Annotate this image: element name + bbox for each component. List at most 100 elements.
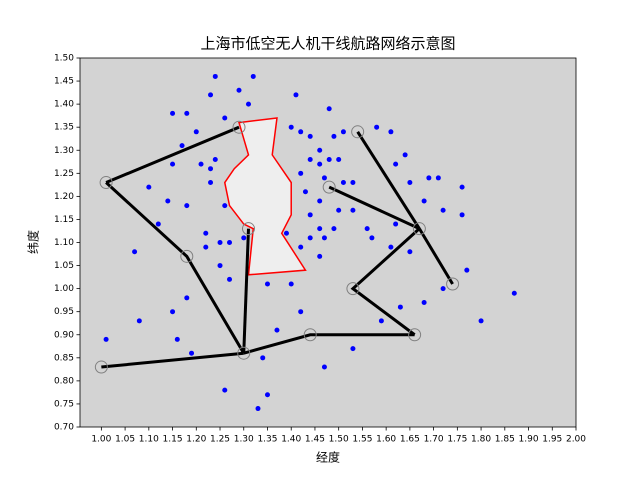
y-tick-label: 1.35: [54, 123, 74, 133]
no-fly-zone: [223, 117, 307, 276]
route-line: [105, 181, 246, 354]
scatter-point: [250, 73, 256, 79]
scatter-point: [103, 336, 109, 342]
y-tick-label: 1.00: [54, 284, 74, 294]
route-node: [99, 176, 113, 190]
route-node: [322, 180, 336, 194]
scatter-point: [222, 387, 228, 393]
scatter-point: [378, 318, 384, 324]
scatter-point: [208, 180, 214, 186]
scatter-point: [393, 161, 399, 167]
scatter-point: [193, 129, 199, 135]
y-tick-label: 1.20: [54, 192, 74, 202]
scatter-point: [293, 92, 299, 98]
scatter-point: [288, 281, 294, 287]
route-node: [408, 328, 422, 342]
route-line: [105, 125, 240, 184]
scatter-point: [321, 364, 327, 370]
scatter-point: [374, 124, 380, 130]
x-tick-label: 1.70: [424, 435, 444, 445]
scatter-point: [440, 207, 446, 213]
scatter-point: [212, 156, 218, 162]
y-tick-label: 1.30: [54, 146, 74, 156]
scatter-point: [336, 156, 342, 162]
y-tick-label: 1.50: [54, 54, 74, 64]
x-tick-label: 1.35: [257, 435, 277, 445]
scatter-point: [307, 235, 313, 241]
route-line: [328, 185, 420, 231]
scatter-point: [222, 115, 228, 121]
scatter-point: [388, 129, 394, 135]
scatter-point: [321, 235, 327, 241]
scatter-point: [198, 161, 204, 167]
scatter-point: [227, 240, 233, 245]
scatter-point: [317, 147, 323, 153]
scatter-point: [340, 180, 346, 186]
scatter-point: [464, 267, 470, 273]
x-tick-label: 1.15: [163, 435, 183, 445]
route-line: [242, 228, 250, 354]
x-tick-label: 1.50: [329, 435, 349, 445]
plot-area: [79, 57, 577, 428]
scatter-point: [511, 290, 517, 296]
scatter-point: [274, 327, 280, 333]
scatter-point: [236, 87, 242, 93]
scatter-point: [307, 133, 313, 139]
scatter-point: [350, 207, 356, 213]
scatter-point: [203, 230, 209, 236]
scatter-point: [317, 253, 323, 259]
scatter-point: [288, 124, 294, 130]
y-tick-label: 0.90: [54, 330, 74, 340]
scatter-point: [264, 281, 270, 287]
scatter-point: [326, 106, 332, 112]
scatter-point: [298, 129, 304, 135]
route-node: [241, 222, 255, 236]
x-tick-label: 1.20: [186, 435, 206, 445]
scatter-point: [212, 73, 218, 79]
scatter-point: [331, 226, 337, 232]
y-axis-label: 纬度: [26, 230, 41, 254]
x-tick-label: 1.65: [400, 435, 420, 445]
y-tick-label: 1.05: [54, 261, 74, 271]
x-tick-label: 1.10: [139, 435, 159, 445]
scatter-point: [307, 156, 313, 162]
x-tick-label: 1.25: [210, 435, 230, 445]
route-line: [101, 351, 244, 369]
y-tick-label: 0.95: [54, 307, 74, 317]
y-tick-label: 1.25: [54, 169, 74, 179]
x-tick-label: 1.95: [542, 435, 562, 445]
scatter-point: [350, 180, 356, 186]
scatter-point: [435, 175, 441, 181]
x-tick-label: 1.40: [281, 435, 301, 445]
scatter-point: [407, 249, 413, 255]
scatter-point: [478, 318, 484, 324]
scatter-point: [298, 309, 304, 315]
scatter-point: [189, 350, 195, 356]
scatter-point: [407, 180, 413, 186]
scatter-point: [421, 299, 427, 305]
route-node: [346, 282, 360, 296]
y-tick-label: 0.85: [54, 353, 74, 363]
scatter-point: [170, 309, 176, 315]
scatter-point: [336, 207, 342, 213]
x-tick-label: 2.00: [566, 435, 586, 445]
scatter-point: [302, 189, 308, 195]
scatter-point: [255, 406, 261, 412]
x-tick-label: 1.00: [91, 435, 111, 445]
x-tick-label: 1.90: [519, 435, 539, 445]
scatter-point: [364, 226, 370, 232]
x-tick-label: 1.55: [352, 435, 372, 445]
y-tick-label: 0.70: [54, 423, 74, 433]
route-node: [180, 249, 194, 263]
scatter-point: [393, 221, 399, 227]
scatter-point: [317, 226, 323, 232]
x-tick-label: 1.05: [115, 435, 135, 445]
scatter-point: [307, 212, 313, 218]
x-tick-label: 1.30: [234, 435, 254, 445]
scatter-point: [402, 152, 408, 158]
scatter-point: [260, 355, 266, 361]
scatter-point: [203, 244, 209, 250]
scatter-point: [241, 235, 247, 241]
y-tick-label: 1.40: [54, 100, 74, 110]
scatter-point: [397, 304, 403, 310]
